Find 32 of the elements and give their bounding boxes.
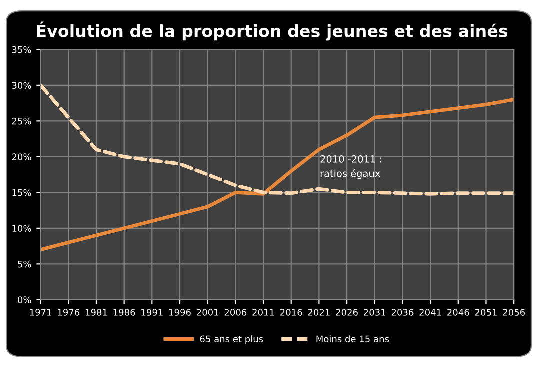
- x-tick-label: 2046: [448, 309, 470, 316]
- y-tick-label: 35%: [12, 46, 32, 54]
- x-tick-label: 2051: [475, 309, 497, 316]
- x-tick-label: 2036: [392, 309, 414, 316]
- x-tick-label: 1971: [30, 309, 52, 316]
- y-tick-label: 5%: [18, 260, 32, 268]
- x-tick-label: 1986: [114, 309, 136, 316]
- legend-label: Moins de 15 ans: [316, 336, 390, 343]
- x-tick-label: 2021: [308, 309, 330, 316]
- x-tick-label: 2011: [252, 309, 274, 316]
- line-series: [40, 98, 514, 252]
- y-tick-label: 30%: [12, 82, 32, 89]
- x-tick-label: 2026: [336, 309, 358, 316]
- chart-title: Évolution de la proportion des jeunes et des ainés: [37, 22, 508, 41]
- y-tick-label: 25%: [12, 118, 32, 125]
- x-tick-label: 1981: [86, 309, 108, 316]
- x-tick-label: 2016: [280, 309, 302, 316]
- x-tick-label: 1996: [170, 309, 191, 316]
- x-tick-label: 1976: [58, 309, 80, 316]
- x-tick-label: 2041: [420, 309, 442, 316]
- annotation: 2010 -2011 : ratios égaux: [320, 156, 382, 180]
- x-tick-label: 1991: [142, 309, 163, 316]
- legend-label: 65 ans et plus: [200, 336, 264, 344]
- y-tick-label: 10%: [12, 225, 32, 232]
- x-tick-label: 2056: [503, 309, 525, 316]
- y-tick-label: 20%: [12, 154, 32, 160]
- line-series: [40, 84, 514, 196]
- x-tick-label: 2006: [224, 309, 247, 316]
- x-tick-label: 2001: [197, 309, 218, 316]
- x-tick-label: 2031: [364, 309, 386, 316]
- y-tick-label: 15%: [12, 189, 32, 196]
- y-tick-label: 0%: [18, 296, 32, 304]
